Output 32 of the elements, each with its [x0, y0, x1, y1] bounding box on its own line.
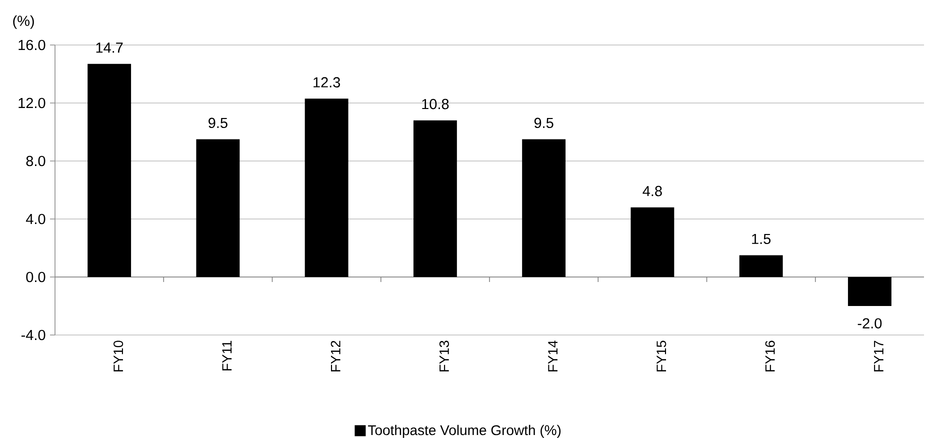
x-tick-label: FY11 [222, 340, 232, 370]
data-label: 14.7 [96, 42, 123, 53]
x-tick-label: FY16 [765, 340, 775, 372]
legend-label: Toothpaste Volume Growth (%) [368, 424, 561, 438]
y-tick-label: 0.0 [26, 272, 46, 282]
bar [88, 64, 132, 277]
y-axis-title: (%) [13, 15, 34, 29]
bar [630, 207, 674, 277]
y-tick-label: 16.0 [18, 40, 46, 50]
data-label: 4.8 [642, 186, 662, 196]
bar [848, 277, 892, 306]
bar [522, 139, 566, 277]
bar [196, 139, 240, 277]
x-tick-label: FY17 [874, 340, 884, 372]
y-tick-label: 8.0 [26, 156, 46, 166]
y-tick-label: -4.0 [21, 330, 46, 340]
x-tick-label: FY15 [656, 340, 666, 372]
data-label: -2.0 [858, 318, 882, 328]
x-tick-label: FY14 [548, 340, 558, 372]
data-label: 9.5 [534, 118, 554, 128]
x-tick-label: FY13 [439, 340, 449, 372]
bar [304, 98, 348, 277]
data-label: 12.3 [314, 77, 340, 88]
bar [739, 255, 783, 277]
data-label: 9.5 [208, 118, 228, 128]
bar [413, 120, 457, 277]
x-tick-label: FY12 [330, 340, 340, 372]
data-label: 1.5 [752, 234, 771, 244]
data-label: 10.8 [422, 98, 449, 110]
y-tick-label: 12.0 [18, 98, 46, 108]
x-tick-label: FY10 [114, 340, 124, 372]
y-tick-label: 4.0 [26, 214, 46, 224]
